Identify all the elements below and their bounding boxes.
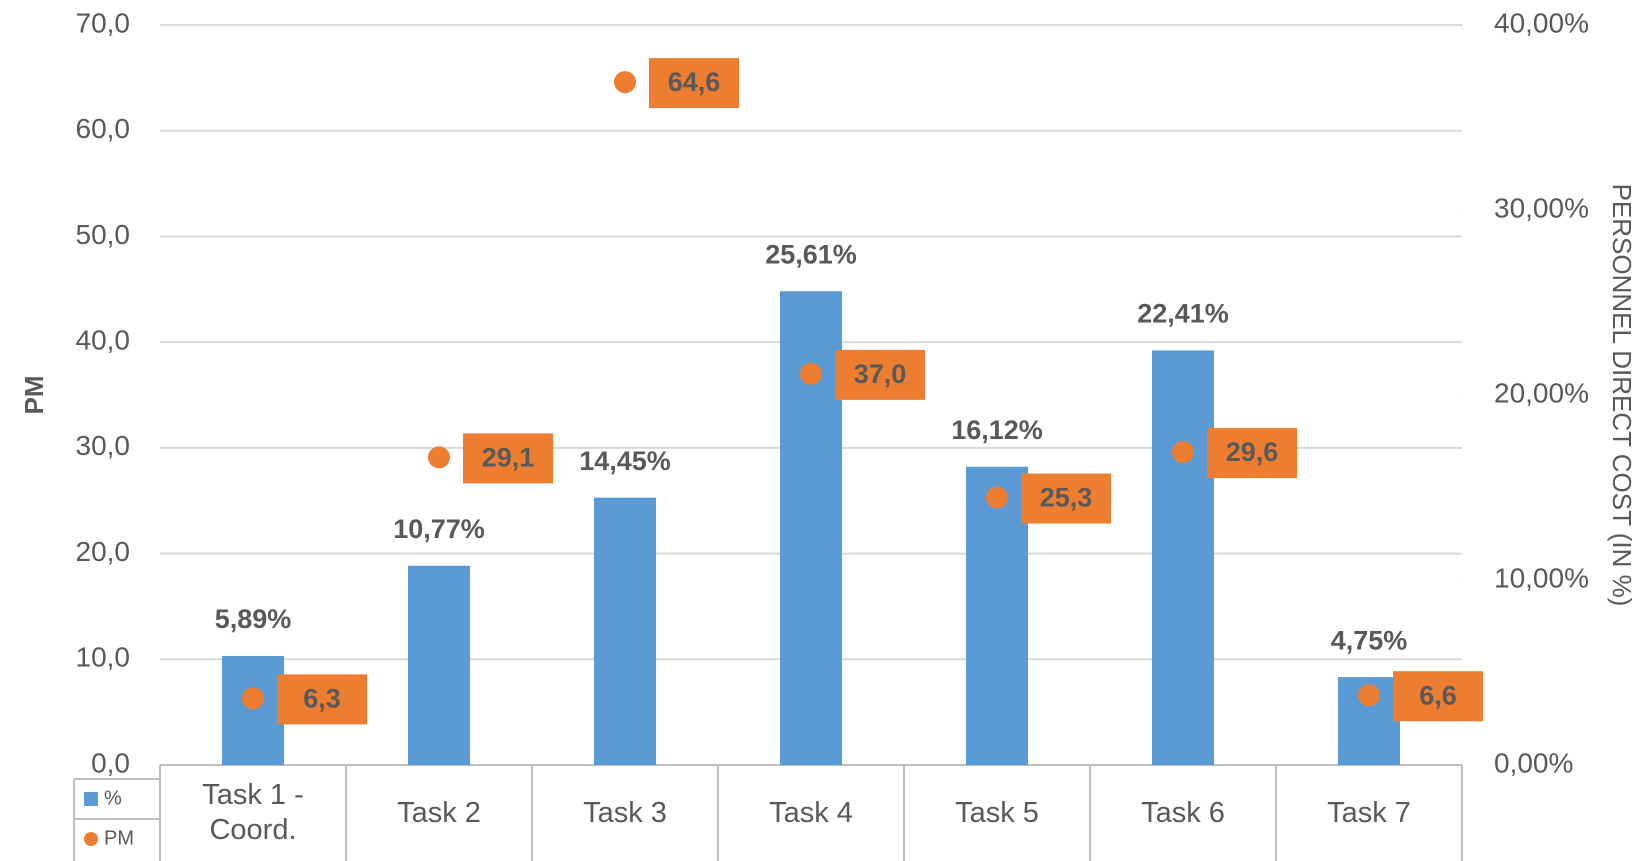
x-tick-label: Task 5 [955, 796, 1039, 829]
x-tick-label: Task 6 [1141, 796, 1225, 829]
y-tick-label: 70,0 [76, 7, 131, 38]
data-label-box [1207, 428, 1297, 479]
x-tick-label: Task 2 [397, 796, 481, 829]
y-tick-label: 20,0 [76, 536, 131, 567]
x-tick-label: Task 1 - Coord. [202, 779, 304, 846]
data-label: 37,0 [854, 359, 907, 389]
data-label-box [649, 58, 739, 109]
y-tick-label: 10,0 [76, 642, 131, 673]
bar [966, 466, 1028, 765]
data-label: 10,77% [393, 514, 485, 544]
x-tick-label: Task 4 [769, 796, 853, 829]
y-tick-label: 40,0 [76, 325, 131, 356]
x-tick-label: Task 3 [583, 796, 667, 829]
point [986, 486, 1008, 509]
bar [408, 565, 470, 765]
data-label-box [835, 349, 925, 400]
point [1172, 441, 1194, 464]
data-label: 25,61% [765, 239, 857, 269]
bar [594, 497, 656, 765]
x-tick-cell: Task 4 [769, 796, 853, 829]
bar [780, 291, 842, 765]
x-tick-cell: Task 3 [583, 796, 667, 829]
legend-label: % [104, 787, 122, 809]
legend-swatch [84, 792, 98, 806]
point [800, 362, 822, 385]
y2-tick-label: 0,00% [1494, 747, 1573, 778]
data-label: 22,41% [1137, 299, 1229, 329]
x-tick-cell: Task 2 [397, 796, 481, 829]
point [1358, 684, 1380, 707]
data-label: 64,6 [668, 67, 721, 97]
y2-tick-label: 20,00% [1494, 377, 1589, 408]
point [242, 687, 264, 710]
bar [1152, 350, 1214, 765]
x-tick-cell: Task 6 [1141, 796, 1225, 829]
y2-axis-title: PERSONNEL DIRECT COST (IN %) [1607, 184, 1637, 607]
x-tick-cell: Task 1 - Coord. [202, 779, 304, 846]
x-tick-cell: Task 5 [955, 796, 1039, 829]
legend-swatch [84, 832, 98, 846]
x-tick-cell: Task 7 [1327, 796, 1411, 829]
legend-label: PM [104, 827, 134, 849]
y-tick-label: 0,0 [91, 747, 130, 778]
bar [222, 656, 284, 765]
y-tick-label: 30,0 [76, 430, 131, 461]
point [428, 446, 450, 469]
data-label-box [277, 674, 367, 725]
y-tick-label: 50,0 [76, 219, 131, 250]
y-axis-title: PM [19, 376, 49, 415]
data-label: 16,12% [951, 415, 1043, 445]
y2-tick-label: 30,00% [1494, 192, 1589, 223]
data-label: 29,6 [1226, 437, 1279, 467]
data-label-box [1393, 671, 1483, 722]
point [614, 71, 636, 94]
y2-tick-label: 40,00% [1494, 7, 1589, 38]
y-tick-label: 60,0 [76, 113, 131, 144]
data-label: 25,3 [1040, 483, 1093, 513]
data-label-box [1021, 473, 1111, 524]
data-label: 6,6 [1419, 680, 1457, 710]
data-label: 29,1 [482, 442, 535, 472]
y2-tick-label: 10,00% [1494, 562, 1589, 593]
data-label: 4,75% [1331, 625, 1408, 655]
data-label: 6,3 [303, 684, 341, 714]
data-label-box [463, 433, 553, 484]
x-tick-label: Task 7 [1327, 796, 1411, 829]
data-label: 14,45% [579, 446, 671, 476]
data-label: 5,89% [215, 604, 292, 634]
